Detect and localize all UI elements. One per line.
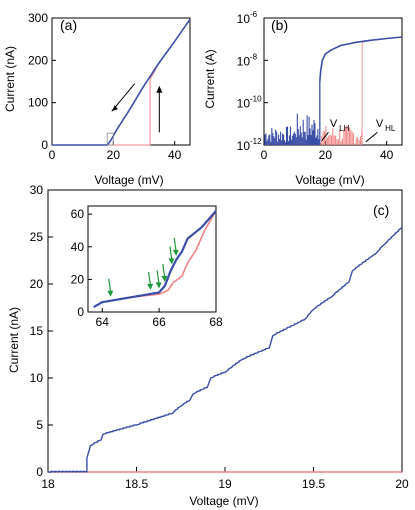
panel-c-series-blue xyxy=(48,227,403,473)
panel-c-ytick-label: 5 xyxy=(36,418,43,432)
panel-b-ytick-exponent: -8 xyxy=(250,52,258,61)
panel-c-inset-green-arrowhead xyxy=(172,249,179,256)
panel-b-xlabel: Voltage (mV) xyxy=(295,173,364,187)
panel-c-inset-xtick-label: 68 xyxy=(209,315,223,329)
panel-b-annotation-vlh-sub: LH xyxy=(339,124,349,133)
panel-b-series-blue xyxy=(319,36,403,82)
panel-a-series-blue xyxy=(52,18,191,146)
panel-b-annotation-vhl-arrow xyxy=(365,131,378,143)
panel-c-ytick-label: 25 xyxy=(30,230,44,244)
panel-a-xtick-label: 20 xyxy=(107,148,121,162)
panel-c-ytick-label: 15 xyxy=(30,324,44,338)
panel-a-inset-box xyxy=(106,132,114,146)
panel-c-inset-xtick-label: 64 xyxy=(96,315,110,329)
panel-c-inset-green-arrowhead xyxy=(107,290,114,297)
panel-b-annotation-vlh-arrow xyxy=(321,131,329,142)
panel-b-ylabel: Current (A) xyxy=(203,49,217,108)
panel-a-frame xyxy=(51,17,191,146)
panel-c-inset-ytick-label: 0 xyxy=(77,305,84,319)
panel-c-inset-green-arrow xyxy=(162,263,166,278)
panel-c-inset-green-arrow xyxy=(169,246,173,261)
panel-c-inset-green-arrow xyxy=(108,278,112,293)
panel-c-xtick-label: 18 xyxy=(41,477,55,491)
panel-a-ylabel: Current (nA) xyxy=(3,46,17,112)
panel-b-ytick-exponent: -10 xyxy=(250,95,262,104)
panel-c-xtick-label: 18.5 xyxy=(125,477,149,491)
panel-b-annotation-vlh: V xyxy=(330,118,338,130)
panel-a-ytick-label: 0 xyxy=(41,138,48,152)
panel-c-ytick-label: 20 xyxy=(30,277,44,291)
panel-a-ytick-label: 100 xyxy=(28,96,48,110)
panel-a-xtick-label: 0 xyxy=(49,148,56,162)
panel-c-inset-green-arrow xyxy=(147,271,152,286)
panel-b-xtick-label: 20 xyxy=(319,148,333,162)
panel-c-inset-green-arrow xyxy=(173,237,177,252)
panel-c-xlabel: Voltage (mV) xyxy=(189,494,258,508)
panel-b-ytick-label: 10 xyxy=(237,97,251,111)
panel-a-ytick-label: 200 xyxy=(28,53,48,67)
panel-c-inset-ytick-label: 60 xyxy=(71,207,85,221)
panel-b-xtick-label: 0 xyxy=(261,148,268,162)
panel-b-ytick-label: 10 xyxy=(237,54,251,68)
panel-a-arrowhead-up xyxy=(156,85,163,93)
panel-b-ytick-exponent: -6 xyxy=(250,10,258,19)
panel-c-ytick-label: 0 xyxy=(36,465,43,479)
panel-a-xlabel: Voltage (mV) xyxy=(94,173,163,187)
panel-c-plot-area: 18 18.5 19 19.5 20 0 5 10 15 20 25 30 64 66 68 0 20 40 60 xyxy=(30,183,409,491)
panel-c-xtick-label: 19 xyxy=(218,477,232,491)
panel-a: 0 20 40 0 100 200 300 (a) Voltage (mV) Current… xyxy=(3,11,191,187)
panel-c-inset-xtick-label: 66 xyxy=(152,315,166,329)
panel-b-ytick-exponent: -12 xyxy=(250,137,262,146)
panel-b-annotation-vhl: V xyxy=(376,118,384,130)
panel-c-xtick-label: 19.5 xyxy=(302,477,326,491)
panel-a-xtick-label: 40 xyxy=(168,148,182,162)
panel-a-arrowhead-down xyxy=(111,105,118,112)
panel-c-inset-green-arrowhead xyxy=(155,282,162,289)
panel-b-label: (b) xyxy=(271,17,288,33)
panel-c-inset-green-arrow xyxy=(156,270,160,285)
panel-a-series-red xyxy=(52,19,191,146)
panel-c-inset-series-blue xyxy=(93,210,217,309)
panel-c-ylabel: Current (nA) xyxy=(7,307,21,373)
panel-c-label: (c) xyxy=(373,202,389,218)
panel-b-xtick-label: 40 xyxy=(380,148,394,162)
panel-c-inset-ytick-label: 40 xyxy=(71,240,85,254)
panel-c-inset-frame xyxy=(87,205,217,313)
panel-a-label: (a) xyxy=(60,17,77,33)
panel-c-xtick-label: 20 xyxy=(395,477,409,491)
panel-b-annotation-vhl-sub: HL xyxy=(385,124,396,133)
panel-c-inset-green-arrowhead xyxy=(168,258,175,265)
panel-b-ytick-label: 10 xyxy=(237,139,251,153)
panel-c-ytick-label: 30 xyxy=(30,183,44,197)
panel-a-ytick-label: 300 xyxy=(28,11,48,25)
panel-b-ytick-label: 10 xyxy=(237,12,251,26)
panel-c-inset-green-arrowhead xyxy=(147,283,154,290)
panel-c-inset-green-arrowhead xyxy=(161,275,168,282)
panel-a-plot-area: 0 20 40 0 100 200 300 xyxy=(28,11,191,162)
panel-c-ytick-label: 10 xyxy=(30,371,44,385)
panel-c-inset-ytick-label: 20 xyxy=(71,272,85,286)
